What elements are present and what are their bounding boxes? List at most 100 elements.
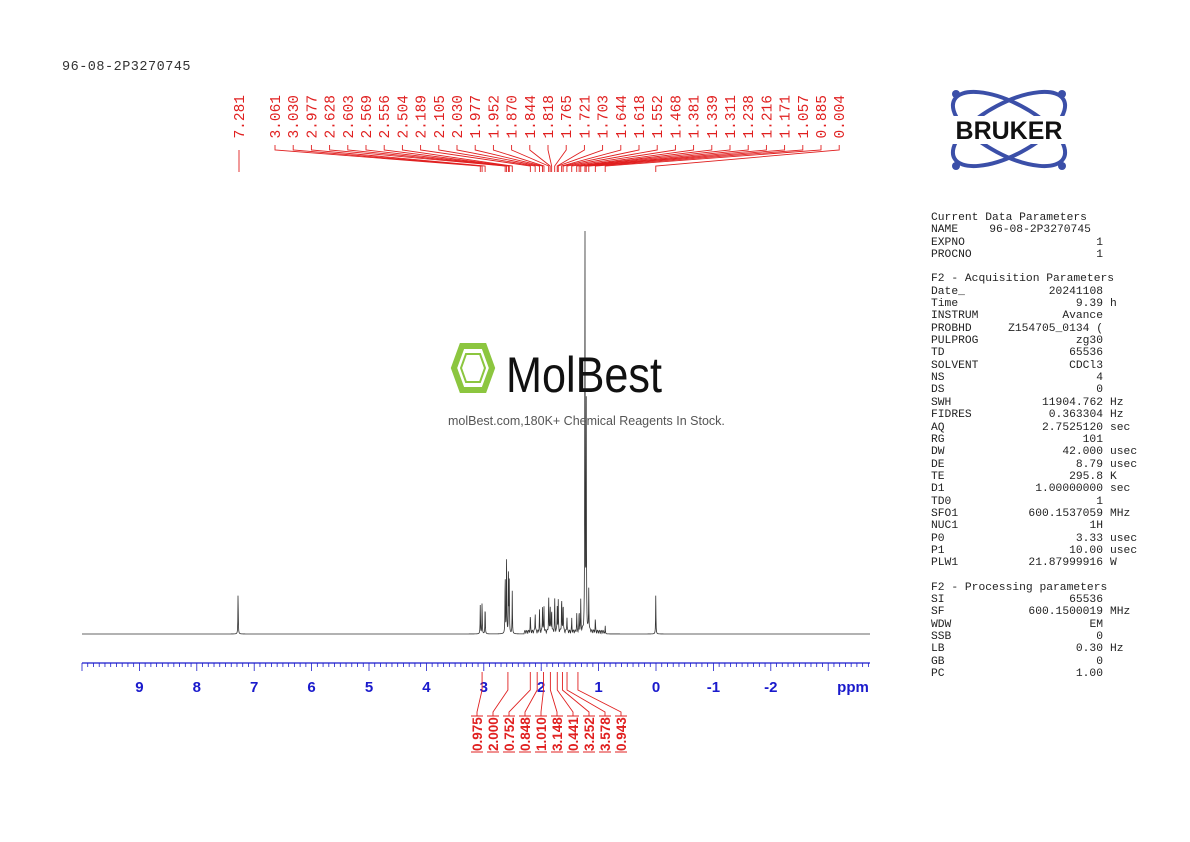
peak-label-connector <box>571 145 676 172</box>
parameter-value: 96-08-2P3270745 <box>989 224 1091 237</box>
x-tick-label: 6 <box>307 679 315 696</box>
watermark-tagline: molBest.com,180K+ Chemical Reagents In S… <box>448 414 725 428</box>
peak-label-text: 0.885 <box>815 95 831 139</box>
parameter-name: NAME <box>931 224 959 237</box>
peak-label: 0.885 <box>604 95 831 172</box>
parameter-value: 42.000 <box>1062 446 1103 459</box>
parameter-name: PLW1 <box>931 557 959 570</box>
peak-label-text: 2.504 <box>396 95 412 139</box>
parameter-name: WDW <box>931 618 952 631</box>
parameter-value: Z154705_0134 ( <box>1008 322 1103 335</box>
peak-label-text: 2.105 <box>433 95 449 139</box>
integral-bracket <box>551 715 563 753</box>
parameter-value: 1 <box>1096 236 1103 249</box>
peak-label-connector <box>584 145 749 172</box>
peak-label: 1.618 <box>562 95 649 172</box>
peak-label-text: 2.569 <box>360 95 376 139</box>
parameter-unit <box>1103 520 1110 532</box>
integral-connector <box>549 672 558 716</box>
parameter-name: FIDRES <box>931 409 972 422</box>
peak-label-connector <box>511 145 550 172</box>
parameter-unit: usec <box>1110 458 1138 471</box>
watermark-logo: MolBest <box>448 342 668 406</box>
parameter-row: NS 4 <box>931 372 1146 384</box>
peak-label-connector <box>594 145 804 172</box>
parameter-row: SOLVENT CDCl3 <box>931 360 1146 372</box>
peak-label: 1.238 <box>584 95 758 172</box>
peak-label: 1.381 <box>576 95 704 172</box>
x-tick-label: 7 <box>250 679 258 696</box>
parameter-name: PROCNO <box>931 249 972 262</box>
parameter-value: 2.7525120 <box>1041 421 1103 434</box>
peak-label-connector <box>547 145 553 172</box>
peak-label: 1.952 <box>487 95 545 172</box>
peak-label-connector <box>329 145 506 172</box>
parameter-row: TD0 1 <box>931 496 1146 508</box>
peak-label-text: 2.628 <box>324 95 340 139</box>
parameter-name: TD <box>931 347 945 360</box>
peak-label-connector <box>588 145 786 172</box>
peak-label: 1.818 <box>542 95 558 172</box>
parameter-unit <box>1103 347 1110 359</box>
peak-label-text: 1.216 <box>760 95 776 139</box>
parameter-name: LB <box>931 643 945 656</box>
watermark-brand: MolBest <box>506 347 662 402</box>
parameter-unit <box>1103 496 1110 508</box>
integral-connector <box>476 672 483 716</box>
x-tick-label: 8 <box>193 679 201 696</box>
parameter-name: TD0 <box>931 495 952 508</box>
parameter-unit: MHz <box>1110 606 1131 619</box>
hexagon-icon <box>450 343 496 393</box>
peak-label: 1.765 <box>554 95 576 172</box>
integral-value: 3.252 <box>582 717 597 751</box>
parameter-name: P0 <box>931 532 945 545</box>
parameter-row: P1 10.00 usec <box>931 545 1146 557</box>
peak-label: 1.339 <box>578 95 722 172</box>
parameter-row: LB 0.30 Hz <box>931 643 1146 655</box>
integral: 0.848 <box>518 672 538 753</box>
parameter-name: SSB <box>931 631 952 643</box>
parameter-section-title: Current Data Parameters <box>931 212 1087 224</box>
integral: 3.252 <box>561 672 597 753</box>
peak-label: 2.105 <box>433 95 536 172</box>
parameter-row: PC 1.00 <box>931 668 1146 680</box>
peak-label: 1.721 <box>556 95 594 172</box>
parameter-value: 0.30 <box>1075 643 1103 656</box>
parameter-name: SI <box>931 593 945 606</box>
peak-label: 2.977 <box>305 95 486 172</box>
peak-label-text: 3.061 <box>269 95 285 139</box>
parameter-value: CDCl3 <box>1069 359 1103 372</box>
parameter-section: Current Data Parameters NAME 96-08-2P32707… <box>931 212 1146 261</box>
parameter-row: SI 65536 <box>931 594 1146 606</box>
parameter-unit <box>1103 619 1110 631</box>
integral-value: 2.000 <box>486 717 501 751</box>
parameter-row: AQ 2.7525120 sec <box>931 422 1146 434</box>
parameter-section-title: F2 - Processing parameters <box>931 581 1108 594</box>
parameter-value: 600.1537059 <box>1028 507 1103 520</box>
parameter-value: 65536 <box>1069 593 1103 606</box>
peak-label-text: 3.030 <box>287 95 303 139</box>
peak-label: 1.870 <box>506 95 550 172</box>
integral: 3.148 <box>549 672 565 753</box>
parameter-unit: Hz <box>1110 643 1124 656</box>
peak-label: 1.703 <box>557 95 613 172</box>
parameter-value: 9.39 <box>1075 298 1103 311</box>
parameter-unit <box>1103 323 1110 335</box>
peak-label: 1.468 <box>571 95 685 172</box>
integrals: 0.975 2.000 0.752 0.848 1.010 3.148 0.441 3.252… <box>470 672 629 753</box>
x-tick-label: -2 <box>764 679 777 696</box>
parameter-unit <box>1103 286 1110 298</box>
peak-label-connector <box>492 145 545 172</box>
parameter-row: WDW EM <box>931 619 1146 631</box>
parameter-unit: K <box>1110 470 1117 483</box>
parameter-name: AQ <box>931 421 945 434</box>
parameter-value: 1H <box>1089 520 1103 533</box>
parameter-section: F2 - Processing parameters SI 65536 SF 600.1… <box>931 582 1146 681</box>
integral: 1.010 <box>534 672 549 753</box>
peak-label-text: 1.311 <box>724 95 740 139</box>
peak-label-text: 2.189 <box>415 95 431 139</box>
peak-label-connector <box>566 145 658 172</box>
peak-label-connector <box>557 145 604 172</box>
parameter-name: SF <box>931 606 945 619</box>
